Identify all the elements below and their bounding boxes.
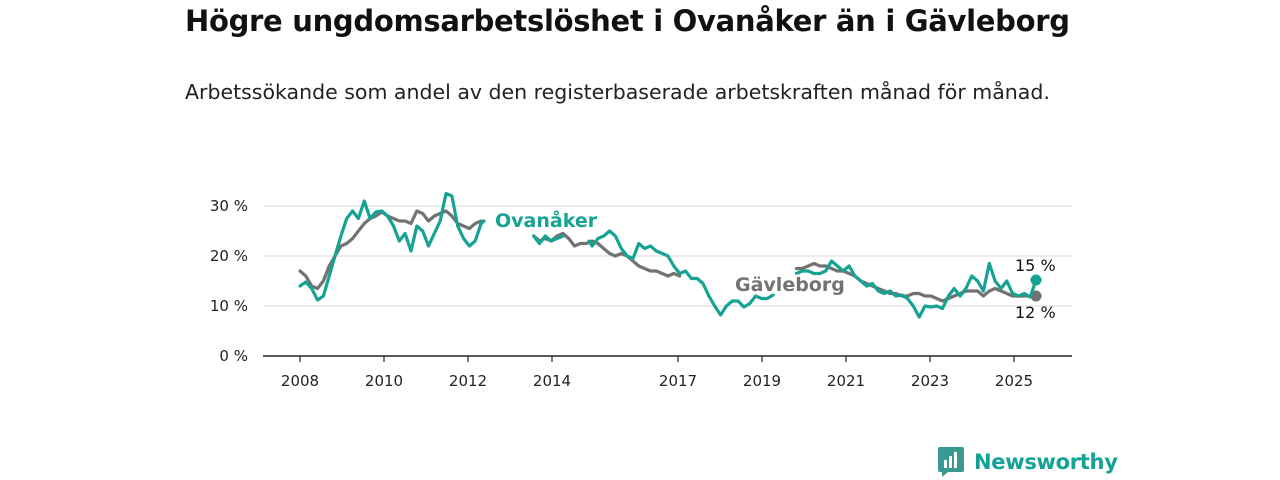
- series-label-ovanaker: Ovanåker: [495, 208, 598, 232]
- series-end-point: [1030, 290, 1042, 302]
- brand-name: Newsworthy: [974, 450, 1118, 474]
- series-line-gavleborg: [532, 231, 682, 278]
- series-line-gavleborg: [298, 209, 483, 291]
- y-tick-label: 0 %: [219, 347, 248, 365]
- x-tick-label: 2021: [827, 372, 865, 390]
- series-label-ovanaker-halo: Ovanåker: [495, 208, 598, 232]
- y-tick-label: 10 %: [210, 297, 248, 315]
- chart-subtitle: Arbetssökande som andel av den registerb…: [185, 80, 1050, 104]
- y-tick-label: 30 %: [210, 197, 248, 215]
- series-line-ovanaker: [532, 234, 565, 246]
- x-tick-label: 2014: [533, 372, 571, 390]
- x-tick-label: 2008: [281, 372, 319, 390]
- end-label-ovanaker: 15 %: [1015, 256, 1056, 275]
- y-tick-label: 20 %: [210, 247, 248, 265]
- x-tick-label: 2023: [911, 372, 949, 390]
- series-end-point: [1030, 274, 1042, 286]
- newsworthy-icon: [938, 447, 964, 477]
- x-tick-label: 2010: [365, 372, 403, 390]
- end-label-gavleborg: 12 %: [1015, 303, 1056, 322]
- newsworthy-logo: Newsworthy: [938, 447, 1118, 477]
- series-label-gavleborg: Gävleborg: [735, 274, 845, 296]
- x-tick-label: 2019: [743, 372, 781, 390]
- series-line-ovanaker: [298, 191, 486, 302]
- series-line-gavleborg: [794, 261, 1038, 303]
- series-line-ovanaker: [587, 229, 775, 317]
- series-line-ovanaker: [794, 259, 1038, 319]
- x-tick-label: 2012: [449, 372, 487, 390]
- x-tick-label: 2025: [995, 372, 1033, 390]
- series-label-gavleborg-halo: Gävleborg: [735, 274, 845, 296]
- chart-title: Högre ungdomsarbetslöshet i Ovanåker än …: [185, 4, 1070, 38]
- x-tick-label: 2017: [659, 372, 697, 390]
